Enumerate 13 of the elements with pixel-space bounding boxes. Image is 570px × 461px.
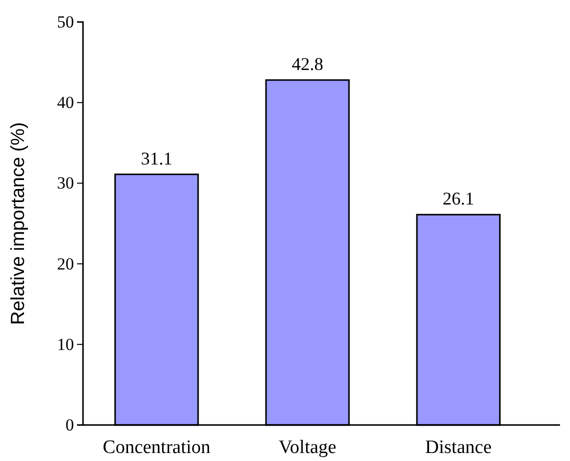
y-tick-label: 40 xyxy=(57,93,74,112)
x-tick-label: Voltage xyxy=(278,437,336,458)
data-label: 26.1 xyxy=(442,188,474,209)
data-label: 31.1 xyxy=(140,148,172,168)
y-tick-label: 50 xyxy=(57,12,74,32)
data-label: 42.8 xyxy=(292,54,324,74)
y-tick-label: 0 xyxy=(66,415,74,434)
y-tick-label: 20 xyxy=(57,254,74,274)
y-axis-title: Relative importance (%) xyxy=(8,122,29,325)
y-tick-label: 30 xyxy=(57,174,74,193)
x-tick-label: Distance xyxy=(425,437,492,458)
x-tick-label: Concentration xyxy=(102,437,211,458)
y-tick-label: 10 xyxy=(57,334,74,354)
